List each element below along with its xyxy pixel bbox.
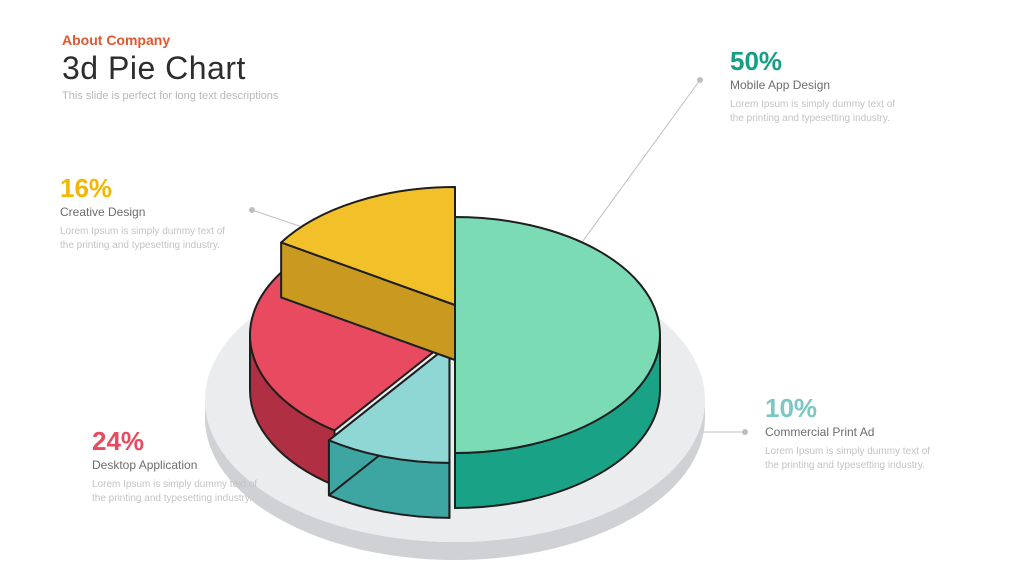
callout-creative: 16% Creative Design Lorem Ipsum is simply … [60, 175, 240, 253]
callout-desktop: 24% Desktop Application Lorem Ipsum is sim… [92, 428, 272, 506]
callout-desc: Lorem Ipsum is simply dummy text of the … [765, 445, 945, 473]
callout-desc: Lorem Ipsum is simply dummy text of the … [60, 225, 240, 253]
infographic-stage: About Company 3d Pie Chart This slide is… [0, 0, 1024, 576]
callout-label: Desktop Application [92, 458, 272, 472]
callout-mobile: 50% Mobile App Design Lorem Ipsum is simpl… [730, 48, 910, 126]
callout-pct: 10% [765, 395, 945, 421]
callout-label: Commercial Print Ad [765, 425, 945, 439]
callout-print: 10% Commercial Print Ad Lorem Ipsum is sim… [765, 395, 945, 473]
callout-desc: Lorem Ipsum is simply dummy text of the … [92, 478, 272, 506]
callout-pct: 50% [730, 48, 910, 74]
callout-label: Mobile App Design [730, 78, 910, 92]
callout-label: Creative Design [60, 205, 240, 219]
callout-pct: 24% [92, 428, 272, 454]
callout-pct: 16% [60, 175, 240, 201]
callout-desc: Lorem Ipsum is simply dummy text of the … [730, 98, 910, 126]
